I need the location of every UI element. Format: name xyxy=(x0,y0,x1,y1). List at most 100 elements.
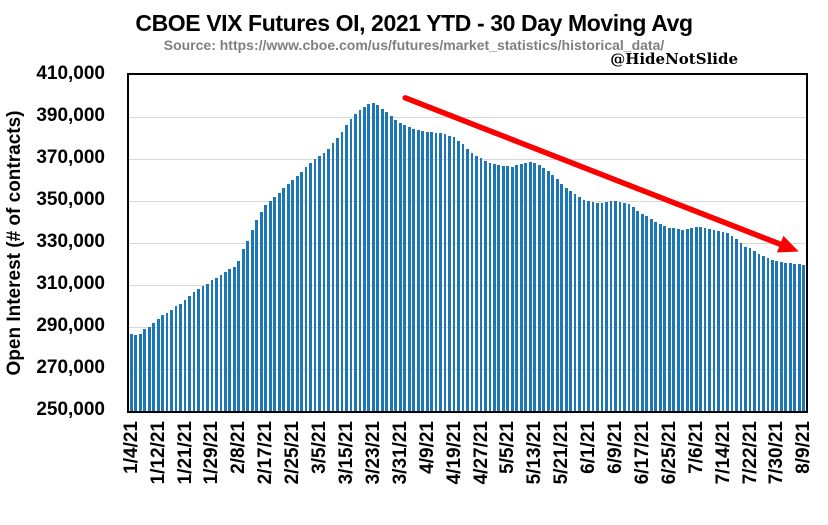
bar-6/4/21 xyxy=(600,202,604,411)
bar-7/2/21 xyxy=(690,227,694,411)
bar-1/19/21 xyxy=(174,306,178,411)
bar-5/4/21 xyxy=(501,165,505,411)
bar-6/3/21 xyxy=(596,202,599,411)
bar-3/16/21 xyxy=(349,119,353,411)
bar-7/15/21 xyxy=(726,233,729,411)
bar-5/5/21 xyxy=(506,166,510,411)
bar-4/21/21 xyxy=(461,144,465,411)
bar-7/30/21 xyxy=(775,260,779,411)
bar-5/7/21 xyxy=(515,165,519,411)
bar-6/25/21 xyxy=(667,227,671,411)
bar-1/27/21 xyxy=(201,286,205,411)
bar-4/12/21 xyxy=(430,132,433,411)
x-axis-tick-label: 7/30/21 xyxy=(766,421,788,485)
x-axis-tick-label: 1/4/21 xyxy=(120,421,142,474)
bar-1/15/21 xyxy=(170,310,173,411)
bar-8/2/21 xyxy=(779,261,783,411)
bar-2/9/21 xyxy=(241,249,245,411)
x-axis-tick-label: 5/5/21 xyxy=(497,421,519,474)
bar-5/6/21 xyxy=(510,166,514,411)
bar-4/6/21 xyxy=(412,128,416,411)
bar-3/3/21 xyxy=(309,163,312,411)
bar-4/7/21 xyxy=(416,129,420,411)
bar-5/21/21 xyxy=(560,183,564,411)
bar-5/20/21 xyxy=(555,179,559,411)
y-axis-tick-label: 290,000 xyxy=(36,315,105,336)
x-axis-tick-label: 6/17/21 xyxy=(631,421,653,485)
bar-5/19/21 xyxy=(551,175,555,411)
bar-2/2/21 xyxy=(219,274,223,411)
bar-2/4/21 xyxy=(228,269,232,411)
bar-4/5/21 xyxy=(407,127,411,411)
x-axis-tick-label: 7/14/21 xyxy=(712,421,734,485)
bar-3/22/21 xyxy=(367,104,371,411)
bar-7/14/21 xyxy=(721,231,725,411)
bar-4/28/21 xyxy=(484,161,487,411)
bar-6/23/21 xyxy=(658,224,662,411)
x-axis-tick-label: 6/9/21 xyxy=(605,421,626,474)
bar-2/19/21 xyxy=(273,196,277,411)
bar-7/19/21 xyxy=(735,239,738,411)
bar-4/29/21 xyxy=(488,162,492,411)
bar-1/22/21 xyxy=(188,295,191,411)
bar-4/9/21 xyxy=(425,131,429,411)
bar-5/10/21 xyxy=(519,163,523,411)
bar-7/21/21 xyxy=(744,246,747,411)
bar-6/1/21 xyxy=(587,200,590,411)
bar-2/1/21 xyxy=(215,277,218,411)
bar-3/30/21 xyxy=(394,120,398,411)
bar-6/9/21 xyxy=(614,200,617,411)
bar-4/13/21 xyxy=(434,132,438,411)
bar-2/3/21 xyxy=(224,272,227,411)
x-axis-tick-label: 5/13/21 xyxy=(524,421,546,485)
bar-1/6/21 xyxy=(138,334,142,411)
bar-7/1/21 xyxy=(685,229,689,411)
bar-6/15/21 xyxy=(632,207,635,411)
plot-area xyxy=(127,73,808,413)
x-axis-tick-label: 6/1/21 xyxy=(578,421,600,474)
y-axis-tick-label: 410,000 xyxy=(36,63,105,84)
bar-5/13/21 xyxy=(533,162,537,411)
bar-3/17/21 xyxy=(354,113,357,411)
bar-1/8/21 xyxy=(147,327,151,411)
bar-2/24/21 xyxy=(286,184,290,411)
bar-6/30/21 xyxy=(681,230,685,411)
bar-1/28/21 xyxy=(206,283,209,411)
bar-7/26/21 xyxy=(757,253,761,411)
bar-1/12/21 xyxy=(156,318,160,411)
x-axis-tick-label: 6/25/21 xyxy=(658,421,680,485)
x-axis-tick-label: 3/15/21 xyxy=(335,421,357,485)
gridline xyxy=(129,117,806,118)
x-axis-tick-label: 1/21/21 xyxy=(174,421,196,485)
bar-1/21/21 xyxy=(183,299,187,411)
x-axis-tick-label: 3/31/21 xyxy=(389,421,411,485)
bar-2/23/21 xyxy=(282,188,286,411)
bar-7/8/21 xyxy=(703,228,707,411)
x-axis-tick-label: 2/8/21 xyxy=(228,421,250,474)
bar-3/11/21 xyxy=(336,138,339,411)
bar-7/29/21 xyxy=(770,259,774,411)
bar-6/24/21 xyxy=(663,226,667,411)
bar-6/7/21 xyxy=(605,201,608,411)
bar-3/1/21 xyxy=(300,171,303,411)
bar-5/28/21 xyxy=(582,199,586,411)
x-axis-tick-label: 7/22/21 xyxy=(739,421,761,485)
bar-6/21/21 xyxy=(649,218,653,411)
bar-5/11/21 xyxy=(524,162,528,411)
bar-6/16/21 xyxy=(636,210,640,411)
bar-2/8/21 xyxy=(237,260,241,411)
bar-4/1/21 xyxy=(403,125,407,411)
bar-4/20/21 xyxy=(457,141,460,411)
bar-6/28/21 xyxy=(672,228,676,411)
bar-3/23/21 xyxy=(371,103,375,411)
bar-4/14/21 xyxy=(439,133,442,411)
trend-arrow-icon xyxy=(402,95,799,253)
bar-1/5/21 xyxy=(134,335,138,411)
bar-6/22/21 xyxy=(654,222,658,411)
bar-1/14/21 xyxy=(165,313,169,411)
bar-6/8/21 xyxy=(609,201,613,411)
bar-7/7/21 xyxy=(699,227,703,411)
bar-8/6/21 xyxy=(797,264,801,411)
bar-5/25/21 xyxy=(569,190,572,411)
bar-6/10/21 xyxy=(618,201,622,411)
